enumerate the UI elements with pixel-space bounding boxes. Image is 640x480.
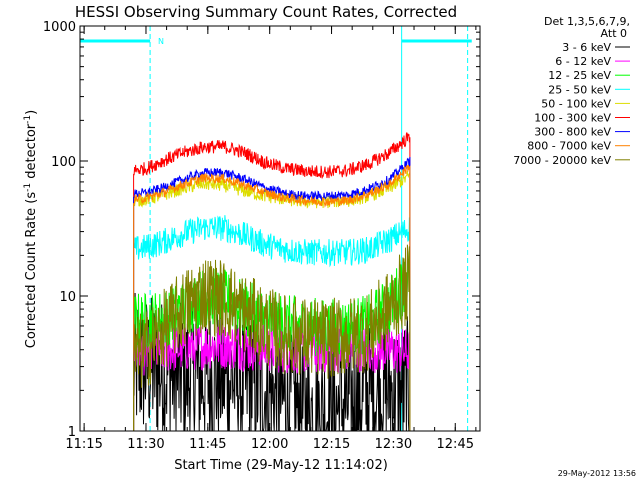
x-axis: 11:15 11:30 11:45 12:00 12:15 12:30 12:45 [65, 26, 477, 452]
annotation-n: N [158, 37, 164, 46]
series-line-2 [133, 251, 411, 431]
y-axis-label-main: Corrected Count Rate (s [24, 192, 39, 349]
y-tick-label-1: 10 [59, 290, 76, 305]
y-axis-label-sup1: -1 [23, 183, 33, 192]
y-axis-label-end: ) [24, 110, 39, 115]
legend-label-0: 3 - 6 keV [562, 41, 611, 54]
y-axis-label-sup2: -1 [23, 115, 33, 124]
y-axis: 1 10 100 1000 [43, 20, 480, 440]
x-axis-label: Start Time (29-May-12 11:14:02) [174, 458, 388, 473]
legend-label-3: 25 - 50 keV [548, 83, 611, 96]
series-line-5 [133, 132, 411, 431]
axes [79, 25, 481, 432]
y-axis-label-mid: detector [24, 123, 39, 183]
plot-border [79, 25, 481, 432]
legend-label-2: 12 - 25 keV [548, 69, 611, 82]
legend-header-1: Att 0 [601, 27, 627, 40]
y-tick-label-0: 1 [68, 425, 76, 440]
legend-label-8: 7000 - 20000 keV [513, 154, 611, 167]
footer-date: 29-May-2012 13:56 [558, 469, 636, 478]
x-tick-label-3: 12:00 [251, 437, 288, 452]
legend-label-7: 800 - 7000 keV [527, 140, 611, 153]
legend-label-1: 6 - 12 keV [555, 55, 611, 68]
x-tick-label-6: 12:45 [437, 437, 474, 452]
y-tick-label-3: 1000 [43, 20, 76, 35]
x-tick-label-1: 11:30 [127, 437, 164, 452]
y-tick-label-2: 100 [51, 155, 76, 170]
series-line-8 [133, 244, 411, 431]
plot-area [80, 26, 472, 432]
x-tick-label-2: 11:45 [189, 437, 226, 452]
chart-title: HESSI Observing Summary Count Rates, Cor… [75, 3, 457, 21]
legend-label-4: 50 - 100 keV [541, 97, 611, 110]
x-tick-label-4: 12:15 [313, 437, 350, 452]
legend-label-6: 300 - 800 keV [534, 126, 611, 139]
series-line-1 [133, 323, 411, 431]
x-tick-label-0: 11:15 [65, 437, 102, 452]
legend-label-5: 100 - 300 keV [534, 112, 611, 125]
legend-header-0: Det 1,3,5,6,7,9, [544, 15, 630, 28]
y-axis-label: Corrected Count Rate (s-1 detector-1) [23, 110, 39, 348]
x-tick-label-5: 12:30 [375, 437, 412, 452]
series-line-7 [133, 164, 411, 431]
series-line-0 [133, 292, 410, 432]
series-line-3 [133, 215, 411, 431]
